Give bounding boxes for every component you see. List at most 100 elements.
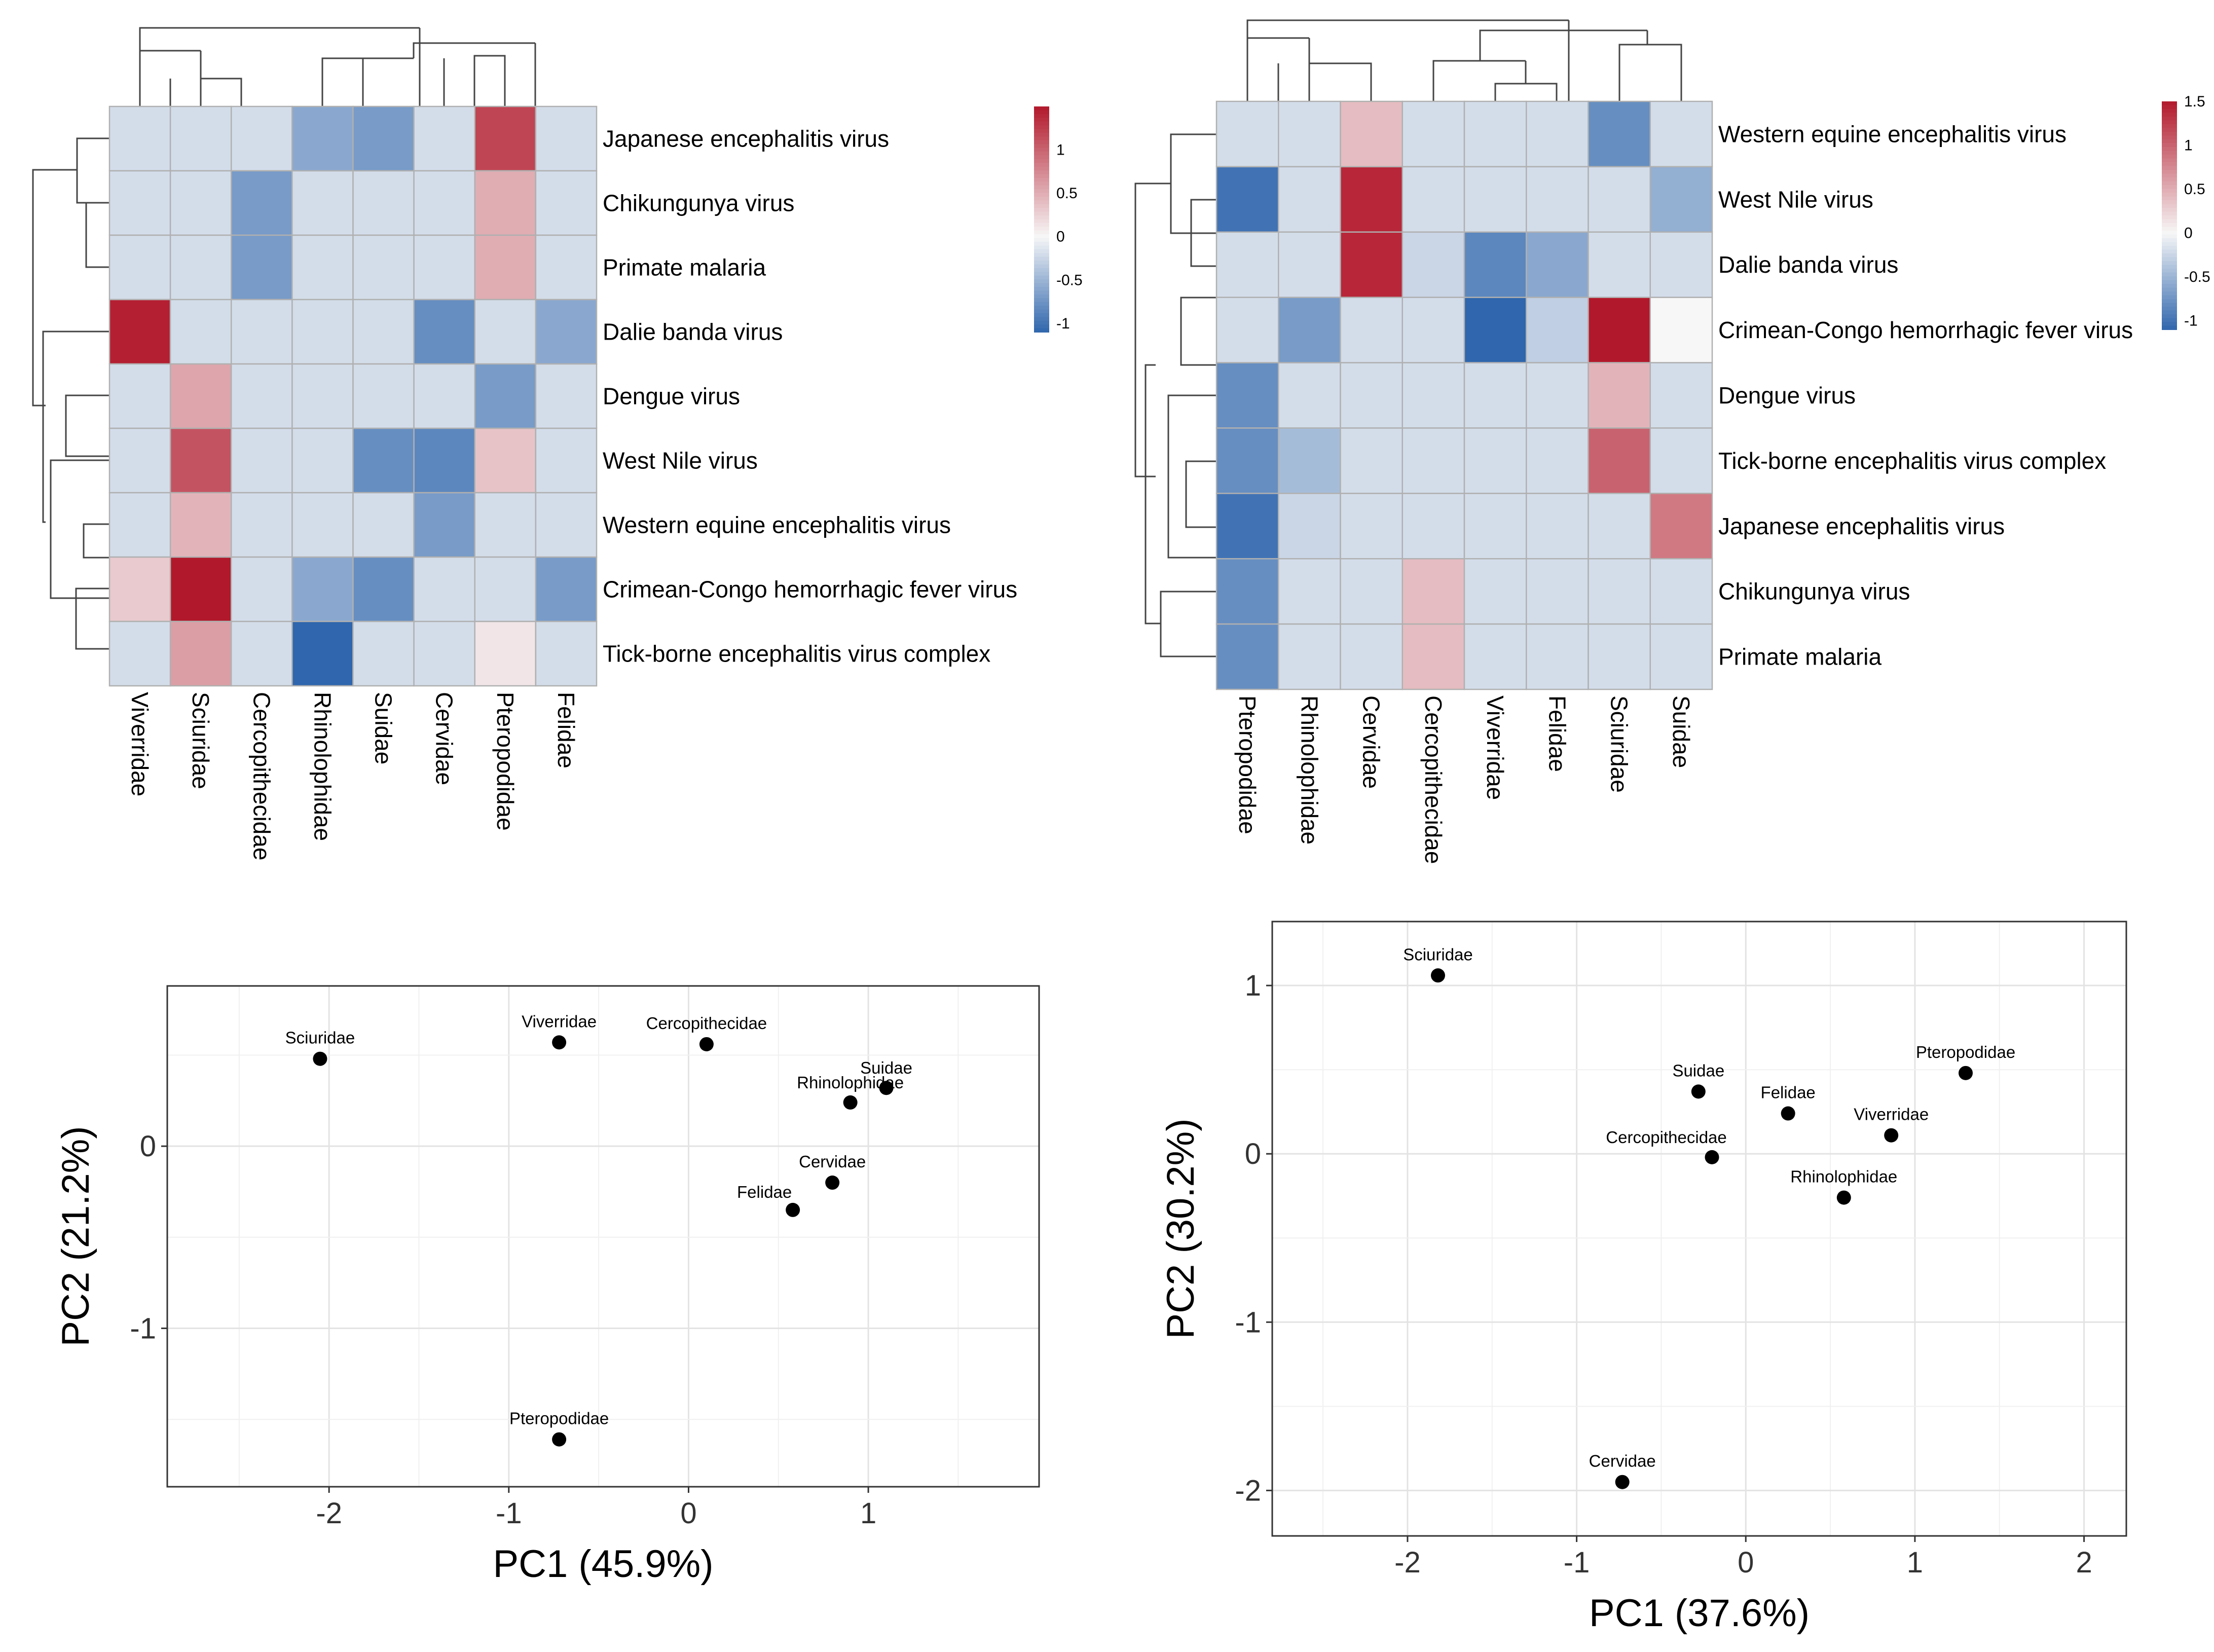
row-label: Chikungunya virus — [1718, 578, 1910, 605]
legend-gradient-step — [2162, 242, 2177, 246]
legend-gradient-step — [2162, 177, 2177, 182]
heatmap-cell — [1278, 362, 1341, 429]
legend-gradient-step — [2162, 185, 2177, 190]
legend-gradient-step — [2162, 303, 2177, 307]
heatmap-cell — [1588, 231, 1651, 298]
legend-gradient-step — [1034, 136, 1049, 141]
heatmap-cell — [1463, 166, 1527, 233]
y-tick-label: -1 — [130, 1312, 156, 1345]
legend-gradient-step — [1034, 227, 1049, 231]
heatmap-cell — [1340, 362, 1403, 429]
row-label: Primate malaria — [603, 254, 766, 281]
heatmap-cell — [352, 620, 415, 687]
heatmap-cell — [1215, 297, 1279, 363]
heatmap-cell — [1526, 427, 1589, 494]
heatmap-cell — [1463, 493, 1527, 560]
dendrogram-branch — [1618, 44, 1682, 101]
legend-gradient-step — [1034, 148, 1049, 152]
legend-tick-label: 0 — [2184, 225, 2193, 242]
y-tick-label: 0 — [1245, 1137, 1261, 1170]
heatmap-cell — [231, 363, 293, 429]
column-label: Sciuridae — [188, 692, 214, 789]
heatmap-cell — [474, 105, 537, 172]
legend-gradient-step — [1034, 242, 1049, 246]
dendrogram-branch — [32, 169, 77, 407]
legend-gradient-step — [2162, 113, 2177, 117]
legend-gradient-step — [2162, 299, 2177, 304]
heatmap-cell — [535, 299, 598, 365]
legend-gradient-step — [1034, 132, 1049, 137]
dendrogram-branch — [1134, 182, 1171, 478]
legend-gradient-step — [1034, 290, 1049, 295]
heatmap-cell — [169, 234, 232, 301]
legend-gradient-step — [1034, 283, 1049, 287]
heatmap-cell — [1588, 297, 1651, 363]
heatmap-cell — [474, 170, 537, 236]
heatmap-cell — [1340, 231, 1403, 298]
heatmap-cell — [169, 556, 232, 622]
heatmap-cell — [231, 556, 293, 622]
legend-gradient-step — [2162, 105, 2177, 109]
legend-gradient-step — [1034, 152, 1049, 156]
heatmap-cell — [1526, 166, 1589, 233]
legend-gradient-step — [2162, 310, 2177, 315]
heatmap-cell — [474, 556, 537, 622]
heatmap-panel-1: Japanese encephalitis virus Chikungunya v… — [32, 27, 1083, 860]
heatmap-cell — [1526, 493, 1589, 560]
legend-gradient-step — [1034, 215, 1049, 220]
row-label: Dengue virus — [1718, 382, 1856, 409]
y-tick-label: -2 — [1235, 1474, 1261, 1507]
heatmap-cell — [413, 620, 475, 687]
legend-gradient-step — [2162, 280, 2177, 284]
heatmap-cell — [108, 363, 171, 429]
heatmap-cell — [1278, 100, 1341, 168]
heatmap-cell — [231, 170, 293, 236]
heatmap-cell — [413, 170, 475, 236]
heatmap-cell — [352, 556, 415, 622]
legend-gradient-step — [1034, 253, 1049, 258]
pca-panel-2: -2 -1 0 1 2 1 0 -1 -2 PC1 (37.6%) PC2 (30.2%) Sciur… — [1159, 921, 2127, 1635]
legend-gradient-step — [1034, 264, 1049, 269]
dendrogram-branch — [83, 523, 109, 559]
heatmap-cell — [1649, 558, 1713, 625]
heatmap-cell — [169, 105, 232, 172]
row-label: Dengue virus — [603, 383, 740, 410]
point-label: Pteropodidae — [1916, 1043, 2015, 1061]
column-label: Rhinolophidae — [1296, 695, 1322, 845]
plot-border — [1271, 921, 2127, 1537]
legend-tick-label: 0 — [1056, 229, 1065, 245]
column-label: Rhinolophidae — [309, 692, 336, 841]
legend-gradient-step — [1034, 114, 1049, 119]
heatmap-cell — [1401, 362, 1465, 429]
legend-gradient-step — [2162, 196, 2177, 201]
legend-gradient-step — [2162, 124, 2177, 129]
heatmap-cell — [1588, 362, 1651, 429]
x-axis-title: PC1 (37.6%) — [1589, 1592, 1810, 1635]
legend-gradient-step — [2162, 261, 2177, 266]
legend-gradient-step — [2162, 227, 2177, 231]
legend-gradient-step — [2162, 272, 2177, 277]
row-label: Japanese encephalitis virus — [603, 126, 889, 152]
heatmap-cell — [413, 105, 475, 172]
legend-gradient-step — [2162, 253, 2177, 258]
legend-gradient-step — [1034, 185, 1049, 190]
data-point — [843, 1095, 858, 1110]
legend-gradient-step — [2162, 101, 2177, 106]
heatmap-cell — [1588, 493, 1651, 560]
heatmap-cell — [413, 363, 475, 429]
heatmap-cell — [1649, 623, 1713, 690]
row-label: Tick-borne encephalitis virus complex — [1718, 448, 2106, 474]
legend-gradient-step — [2162, 181, 2177, 186]
legend-gradient-step — [2162, 219, 2177, 224]
legend-gradient-step — [1034, 189, 1049, 194]
row-label: Western equine encephalitis virus — [603, 512, 951, 538]
heatmap-cell — [1649, 100, 1713, 168]
data-point — [1884, 1128, 1899, 1143]
dendrogram-branch — [1190, 199, 1216, 267]
legend-gradient-step — [1034, 324, 1049, 329]
point-label: Rhinolophidae — [797, 1073, 904, 1092]
heatmap-cell — [1215, 362, 1279, 429]
heatmap-cell — [1526, 231, 1589, 298]
plot-background — [1272, 922, 2126, 1536]
heatmap-cell — [169, 492, 232, 558]
